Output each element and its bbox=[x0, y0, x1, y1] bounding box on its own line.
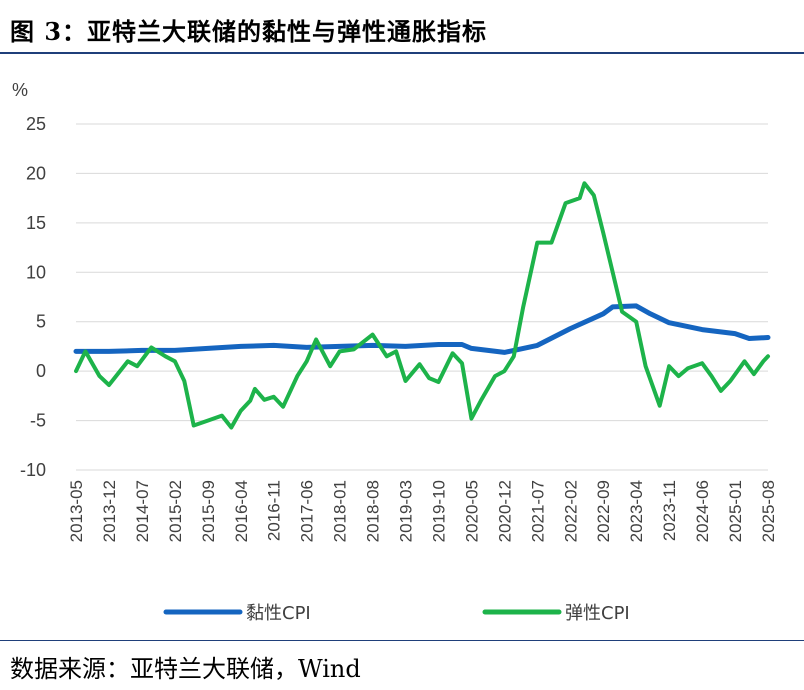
x-tick-label: 2022-02 bbox=[561, 480, 580, 542]
y-tick-labels: 25 20 15 10 5 0 -5 -10 bbox=[20, 114, 46, 480]
x-tick-label: 2020-05 bbox=[462, 480, 481, 542]
grid-lines bbox=[76, 123, 768, 471]
x-tick-label: 2013-12 bbox=[100, 480, 119, 542]
legend-sticky-label: 黏性CPI bbox=[246, 603, 311, 624]
x-tick-label: 2022-09 bbox=[594, 480, 613, 542]
sticky-cpi-line bbox=[73, 303, 771, 355]
x-tick-labels: 2013-05 2013-12 2014-07 2015-02 2015-09 2016-… bbox=[67, 480, 778, 542]
flexible-cpi-line bbox=[74, 181, 770, 430]
x-tick-label: 2014-07 bbox=[133, 480, 152, 542]
x-tick-label: 2015-02 bbox=[166, 480, 185, 542]
x-tick-label: 2016-04 bbox=[232, 480, 251, 542]
x-tick-label: 2013-05 bbox=[67, 480, 86, 542]
x-tick-label: 2025-08 bbox=[759, 480, 778, 542]
x-tick-label: 2017-06 bbox=[298, 480, 317, 542]
y-tick-label: -5 bbox=[30, 411, 46, 431]
figure-title: 图 3：亚特兰大联储的黏性与弹性通胀指标 bbox=[10, 17, 488, 46]
bottom-divider bbox=[0, 640, 804, 641]
x-tick-label: 2020-12 bbox=[495, 480, 514, 542]
series-lines bbox=[73, 181, 771, 430]
y-axis-unit-label: % bbox=[12, 80, 28, 100]
y-tick-label: 0 bbox=[36, 361, 46, 381]
x-tick-label: 2024-06 bbox=[693, 480, 712, 542]
x-tick-label: 2025-01 bbox=[726, 480, 745, 542]
y-tick-label: 25 bbox=[26, 114, 46, 134]
x-tick-label: 2023-04 bbox=[627, 480, 646, 542]
x-tick-label: 2019-03 bbox=[397, 480, 416, 542]
legend: 黏性CPI 弹性CPI bbox=[163, 603, 630, 624]
y-tick-label: 15 bbox=[26, 213, 46, 233]
x-tick-label: 2016-11 bbox=[265, 480, 284, 541]
x-tick-label: 2018-01 bbox=[331, 480, 350, 542]
x-tick-label: 2019-10 bbox=[429, 480, 448, 542]
y-tick-label: 5 bbox=[36, 312, 46, 332]
y-tick-label: 20 bbox=[26, 163, 46, 183]
y-tick-label: 10 bbox=[26, 262, 46, 282]
x-tick-label: 2021-07 bbox=[528, 480, 547, 542]
x-tick-label: 2015-09 bbox=[199, 480, 218, 542]
legend-flexible-label: 弹性CPI bbox=[565, 603, 630, 624]
x-tick-label: 2023-11 bbox=[660, 480, 679, 541]
x-tick-label: 2018-08 bbox=[364, 480, 383, 542]
data-source-note: 数据来源：亚特兰大联储，Wind bbox=[10, 655, 361, 683]
y-tick-label: -10 bbox=[20, 460, 46, 480]
top-divider bbox=[0, 52, 804, 54]
